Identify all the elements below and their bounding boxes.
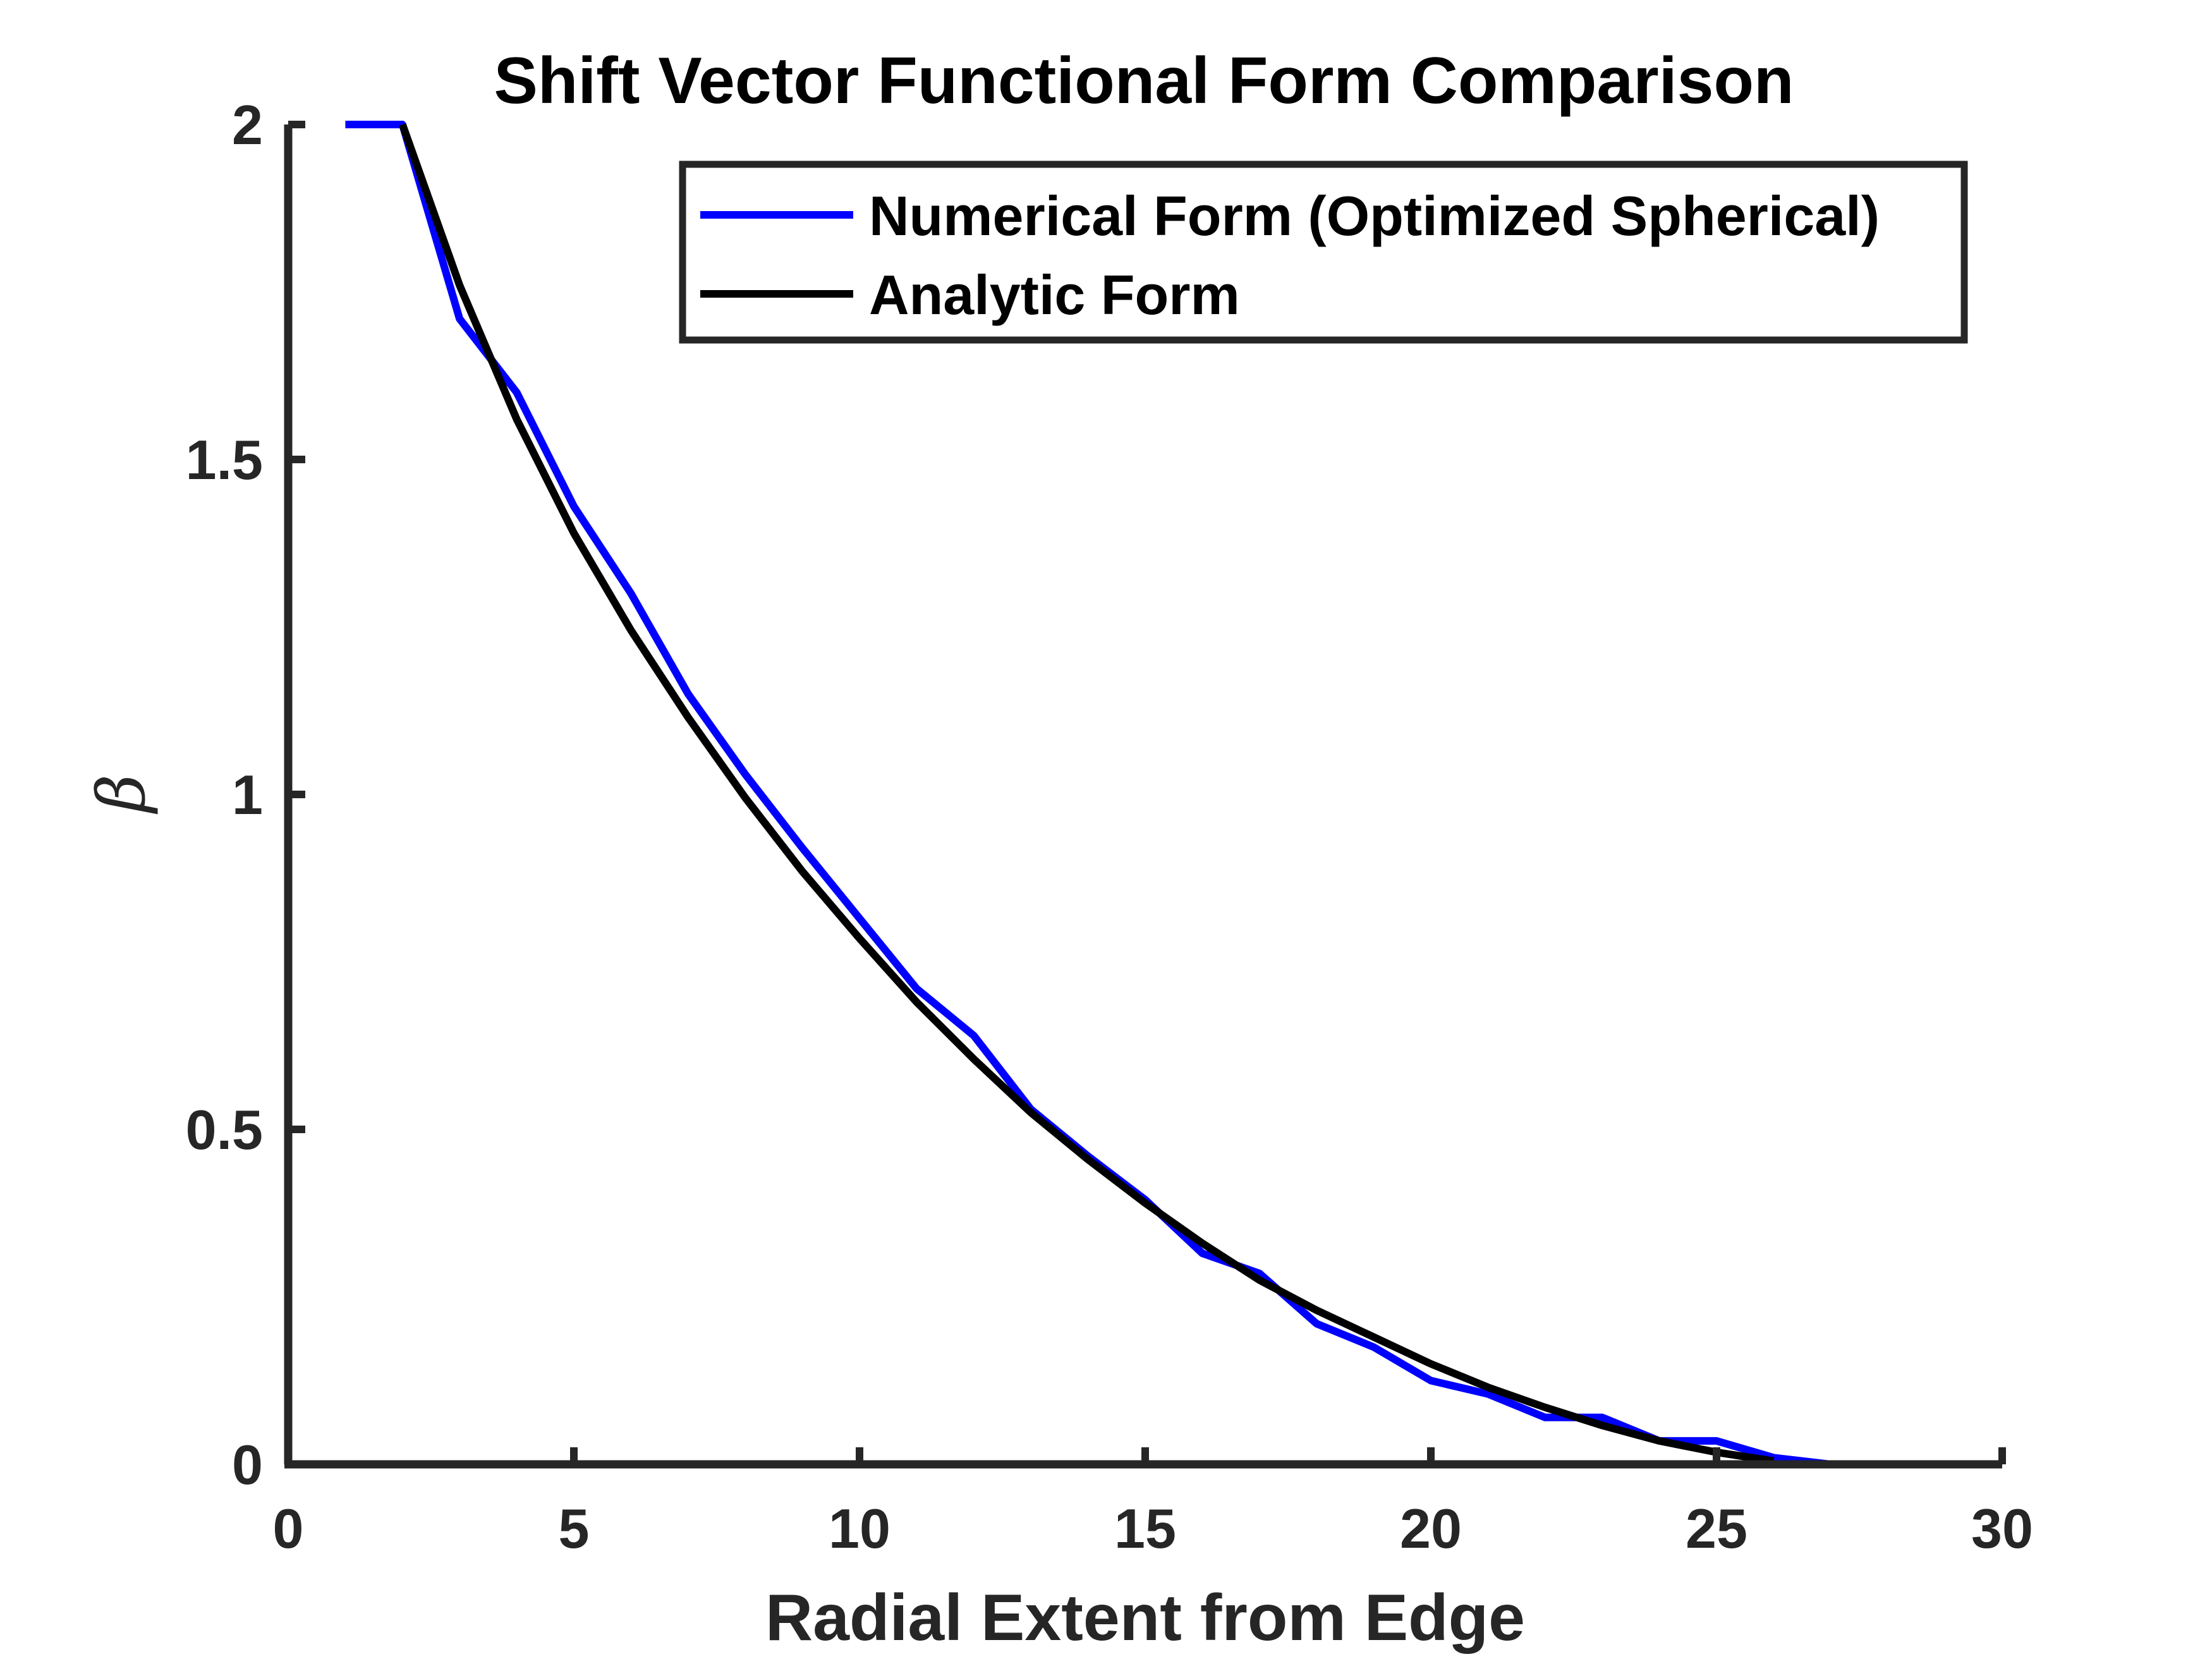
x-tick-label: 20 <box>1400 1497 1462 1560</box>
y-axis-label: β <box>83 774 160 815</box>
y-tick-label: 1 <box>232 763 263 826</box>
x-tick-label: 15 <box>1114 1497 1176 1560</box>
x-tick-label: 10 <box>829 1497 890 1560</box>
legend-box <box>679 161 1968 344</box>
x-ticks: 0 5 10 15 20 25 30 <box>273 1447 2033 1560</box>
legend-label-numerical: Numerical Form (Optimized Spherical) <box>869 185 1880 247</box>
x-tick-label: 30 <box>1971 1497 2033 1560</box>
x-axis-label: Radial Extent from Edge <box>765 1581 1525 1655</box>
chart-title: Shift Vector Functional Form Comparison <box>494 44 1794 118</box>
y-tick-label: 0 <box>232 1433 263 1496</box>
x-tick-label: 25 <box>1686 1497 1747 1560</box>
x-tick-label: 5 <box>559 1497 590 1560</box>
series-layer <box>345 121 1832 1468</box>
legend: Numerical Form (Optimized Spherical) Ana… <box>679 161 1968 344</box>
y-ticks: 0 0.5 1 1.5 2 <box>186 94 305 1496</box>
legend-label-analytic: Analytic Form <box>869 264 1240 326</box>
x-tick-label: 0 <box>273 1497 304 1560</box>
y-tick-label: 1.5 <box>186 428 263 491</box>
y-tick-label: 0.5 <box>186 1098 263 1161</box>
series-line-1 <box>399 123 1775 1465</box>
y-tick-label: 2 <box>232 94 263 156</box>
